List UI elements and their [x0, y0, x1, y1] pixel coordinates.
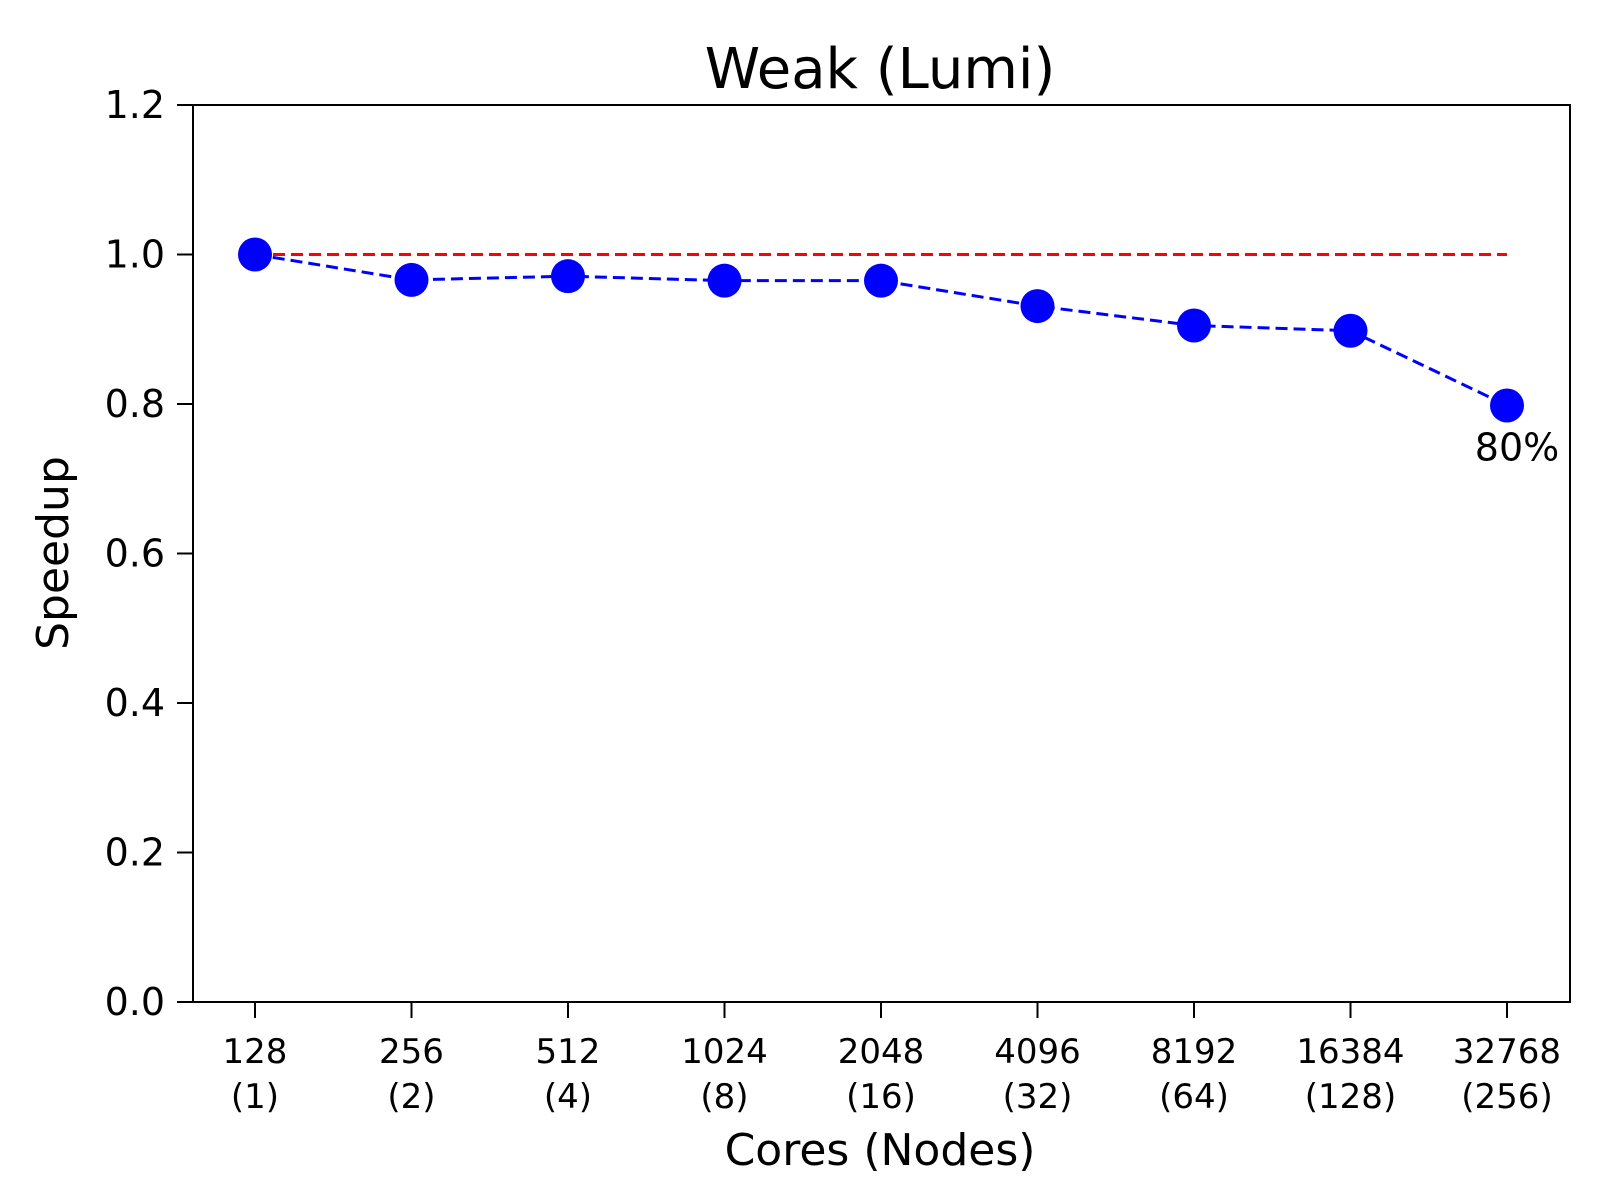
x-tick-label-cores: 256	[379, 1032, 444, 1072]
x-tick-label-nodes: (64)	[1159, 1077, 1229, 1117]
x-tick-label-cores: 32768	[1453, 1032, 1561, 1072]
y-tick-label: 0.6	[105, 532, 165, 576]
x-tick-label-nodes: (1)	[231, 1077, 279, 1117]
y-tick-label: 0.4	[105, 681, 165, 725]
annotation-label: 80%	[1475, 425, 1559, 469]
x-tick-label-cores: 8192	[1151, 1032, 1238, 1072]
x-tick-label-nodes: (32)	[1003, 1077, 1073, 1117]
chart-title: Weak (Lumi)	[705, 37, 1056, 102]
x-tick-label-cores: 4096	[994, 1032, 1081, 1072]
y-tick-label: 1.0	[105, 233, 165, 277]
data-point	[1490, 388, 1524, 423]
data-point	[551, 259, 585, 294]
speedup-line	[254, 253, 1508, 407]
y-tick-label: 0.8	[105, 382, 165, 426]
data-point	[394, 262, 429, 297]
series-layer	[238, 237, 1524, 423]
y-axis-label: Speedup	[28, 456, 79, 650]
x-axis: 128 (1) 256 (2) 512 (4) 1024 (8) 2048 (16) 4096 (32…	[223, 1002, 1561, 1117]
x-tick-label-cores: 128	[223, 1032, 288, 1072]
data-point	[707, 263, 742, 298]
x-tick-label-cores: 1024	[681, 1032, 768, 1072]
x-tick-label-cores: 16384	[1296, 1032, 1404, 1072]
x-tick-label-nodes: (128)	[1305, 1077, 1396, 1117]
data-point	[1177, 308, 1211, 343]
plot-area	[192, 104, 1571, 1003]
x-tick-label-cores: 512	[536, 1032, 601, 1072]
y-axis: 0.0 0.2 0.4 0.6 0.8 1.0 1.2	[105, 83, 193, 1024]
y-tick-label: 1.2	[105, 83, 165, 127]
data-point	[1333, 313, 1368, 348]
data-point	[1020, 289, 1055, 324]
x-axis-label: Cores (Nodes)	[725, 1125, 1036, 1176]
x-tick-label-cores: 2048	[838, 1032, 925, 1072]
annotations-layer: 80%	[1475, 425, 1559, 469]
x-tick-label-nodes: (4)	[544, 1077, 592, 1117]
y-tick-label: 0.2	[105, 831, 165, 875]
y-tick-label: 0.0	[105, 980, 165, 1024]
data-point	[238, 237, 272, 272]
x-tick-label-nodes: (8)	[700, 1077, 748, 1117]
data-point	[864, 263, 898, 298]
x-tick-label-nodes: (16)	[846, 1077, 916, 1117]
x-tick-label-nodes: (256)	[1461, 1077, 1552, 1117]
x-tick-label-nodes: (2)	[387, 1077, 435, 1117]
